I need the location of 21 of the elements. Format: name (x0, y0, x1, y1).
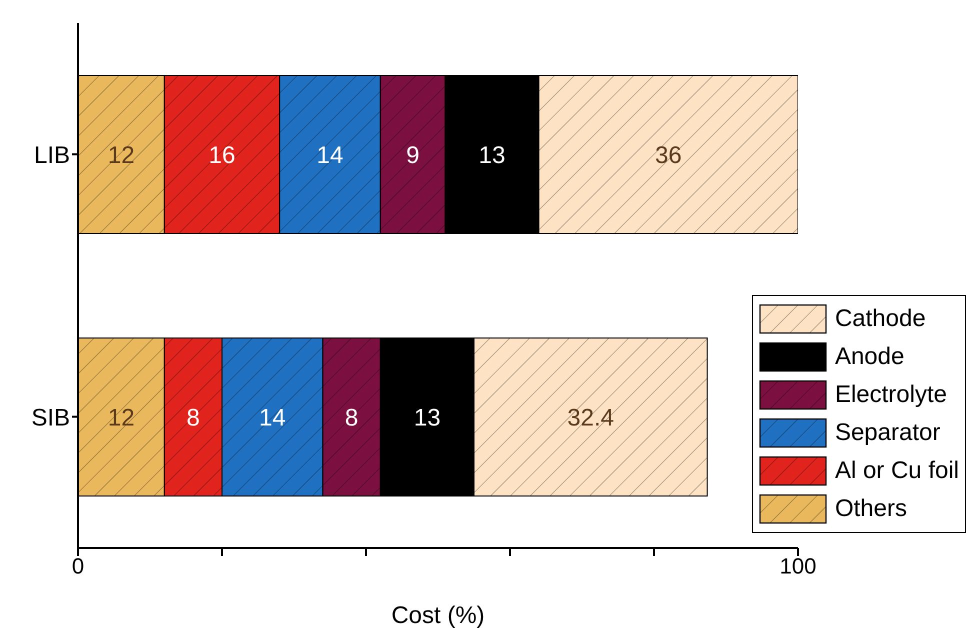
data-label: 14 (259, 404, 286, 432)
data-label: 8 (186, 404, 200, 432)
y-tick-label: LIB (34, 142, 70, 169)
x-axis-title: Cost (%) (391, 602, 485, 629)
legend-label: Cathode (834, 305, 926, 333)
x-tick-label: 0 (72, 554, 84, 579)
legend-label: Anode (834, 343, 904, 371)
x-tick-label: 100 (780, 554, 816, 579)
legend-label: Others (834, 495, 907, 523)
legend-label: Separator (834, 419, 940, 447)
y-tick-label: SIB (31, 404, 70, 432)
data-label: 13 (414, 404, 441, 432)
legend-label: Al or Cu foil (834, 457, 959, 485)
data-label: 36 (655, 142, 682, 170)
legend-label: Electrolyte (834, 381, 947, 409)
data-label: 13 (478, 142, 506, 170)
data-label: 14 (316, 142, 344, 170)
data-label: 9 (406, 142, 420, 170)
data-label: 16 (208, 142, 236, 170)
data-label: 8 (344, 404, 358, 432)
data-label: 12 (108, 142, 135, 170)
